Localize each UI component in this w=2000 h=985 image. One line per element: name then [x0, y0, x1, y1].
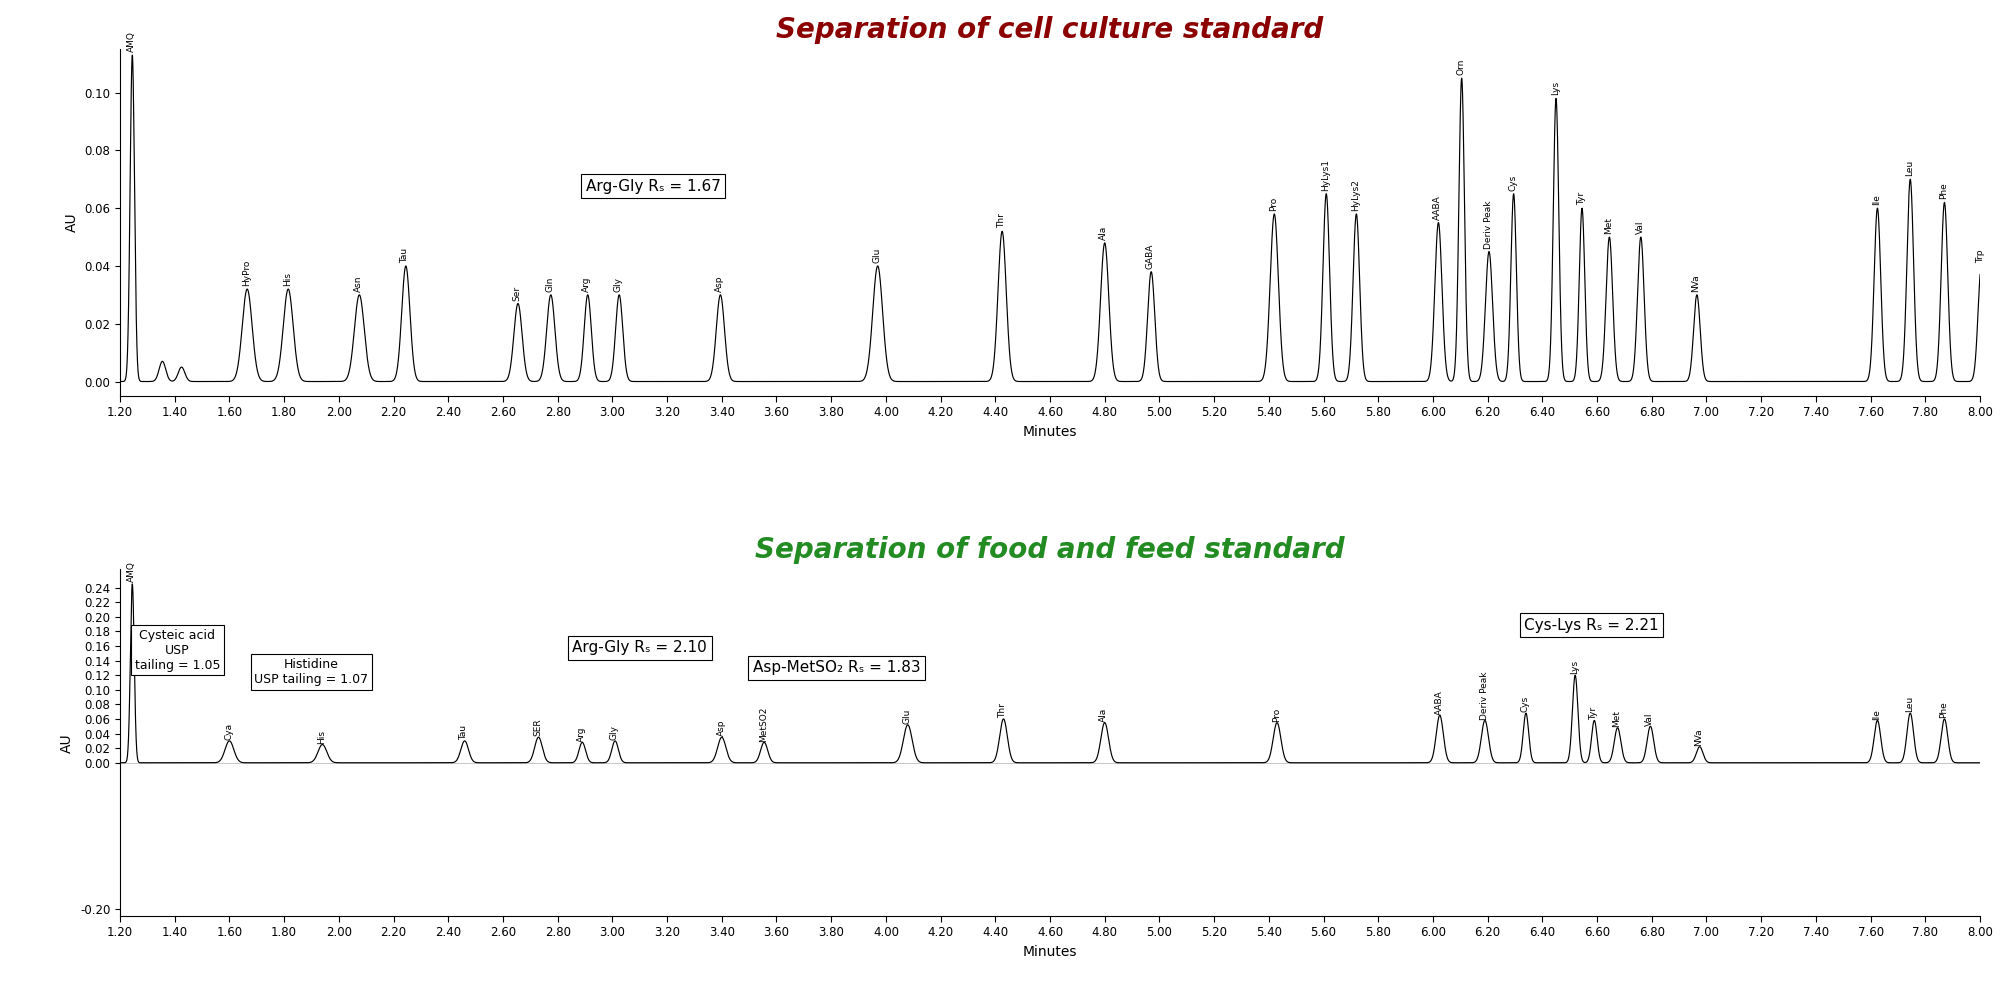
Text: His: His	[282, 272, 292, 287]
Text: Tyr: Tyr	[1576, 192, 1586, 205]
Text: Asp: Asp	[716, 276, 724, 292]
Text: Pro: Pro	[1268, 197, 1278, 211]
Text: Ser: Ser	[512, 286, 522, 300]
Text: Ala: Ala	[1100, 707, 1108, 722]
Text: Thr: Thr	[998, 703, 1008, 718]
Text: Phe: Phe	[1940, 183, 1948, 200]
Text: Gly: Gly	[614, 277, 622, 292]
Text: Glu: Glu	[902, 708, 912, 724]
Text: SER: SER	[534, 719, 542, 737]
Text: Ile: Ile	[1872, 194, 1882, 205]
Text: Phe: Phe	[1940, 701, 1948, 718]
Text: Asp-MetSO₂ Rₛ = 1.83: Asp-MetSO₂ Rₛ = 1.83	[752, 660, 920, 675]
Text: Ile: Ile	[1872, 709, 1882, 720]
Text: Val: Val	[1636, 221, 1644, 234]
Text: NVa: NVa	[1692, 275, 1700, 292]
Text: Val: Val	[1646, 712, 1654, 726]
Text: Arg: Arg	[576, 726, 586, 742]
Text: Lys: Lys	[1570, 660, 1578, 674]
Text: Tau: Tau	[400, 248, 410, 263]
Text: AMQ: AMQ	[126, 560, 136, 582]
Text: Asn: Asn	[354, 276, 364, 292]
Text: NVa: NVa	[1694, 728, 1704, 746]
Text: Thr: Thr	[996, 214, 1006, 229]
X-axis label: Minutes: Minutes	[1022, 425, 1078, 439]
Text: AABA: AABA	[1434, 690, 1444, 714]
Text: Met: Met	[1612, 710, 1622, 727]
Text: Arg-Gly Rₛ = 2.10: Arg-Gly Rₛ = 2.10	[572, 640, 708, 655]
Text: Histidine
USP tailing = 1.07: Histidine USP tailing = 1.07	[254, 658, 368, 687]
Text: Deriv Peak: Deriv Peak	[1480, 671, 1488, 720]
Text: Deriv Peak: Deriv Peak	[1484, 200, 1492, 248]
Text: HyPro: HyPro	[242, 260, 250, 287]
Y-axis label: AU: AU	[60, 733, 74, 753]
Text: Trp: Trp	[1976, 249, 1986, 263]
Text: Cys: Cys	[1520, 696, 1530, 712]
Text: Leu: Leu	[1904, 161, 1914, 176]
Text: Arg: Arg	[582, 277, 592, 292]
Title: Separation of cell culture standard: Separation of cell culture standard	[776, 16, 1324, 44]
Text: Gln: Gln	[546, 277, 554, 292]
Text: Glu: Glu	[872, 247, 882, 263]
Text: Met: Met	[1604, 217, 1614, 234]
Text: Ala: Ala	[1100, 226, 1108, 240]
Text: HyLys2: HyLys2	[1352, 179, 1360, 211]
Text: Orn: Orn	[1456, 59, 1466, 75]
Text: Arg-Gly Rₛ = 1.67: Arg-Gly Rₛ = 1.67	[586, 178, 720, 194]
Text: Asp: Asp	[716, 720, 726, 737]
Text: HyLys1: HyLys1	[1320, 159, 1330, 191]
Text: Pro: Pro	[1272, 707, 1280, 722]
Title: Separation of food and feed standard: Separation of food and feed standard	[756, 536, 1344, 564]
Text: Tyr: Tyr	[1590, 706, 1598, 720]
Text: His: His	[318, 730, 326, 744]
Text: AABA: AABA	[1434, 195, 1442, 220]
Text: Cysteic acid
USP
tailing = 1.05: Cysteic acid USP tailing = 1.05	[134, 628, 220, 672]
Text: Leu: Leu	[1904, 696, 1914, 712]
Text: Gly: Gly	[610, 725, 618, 740]
Text: Cys: Cys	[1508, 174, 1518, 191]
X-axis label: Minutes: Minutes	[1022, 945, 1078, 959]
Text: GABA: GABA	[1146, 243, 1154, 269]
Text: Tau: Tau	[460, 725, 468, 740]
Text: AMQ: AMQ	[126, 32, 136, 52]
Text: Lys: Lys	[1550, 82, 1560, 96]
Text: Cya: Cya	[224, 723, 234, 740]
Text: MetSO2: MetSO2	[758, 706, 768, 742]
Text: Cys-Lys Rₛ = 2.21: Cys-Lys Rₛ = 2.21	[1524, 618, 1658, 632]
Y-axis label: AU: AU	[64, 213, 78, 232]
